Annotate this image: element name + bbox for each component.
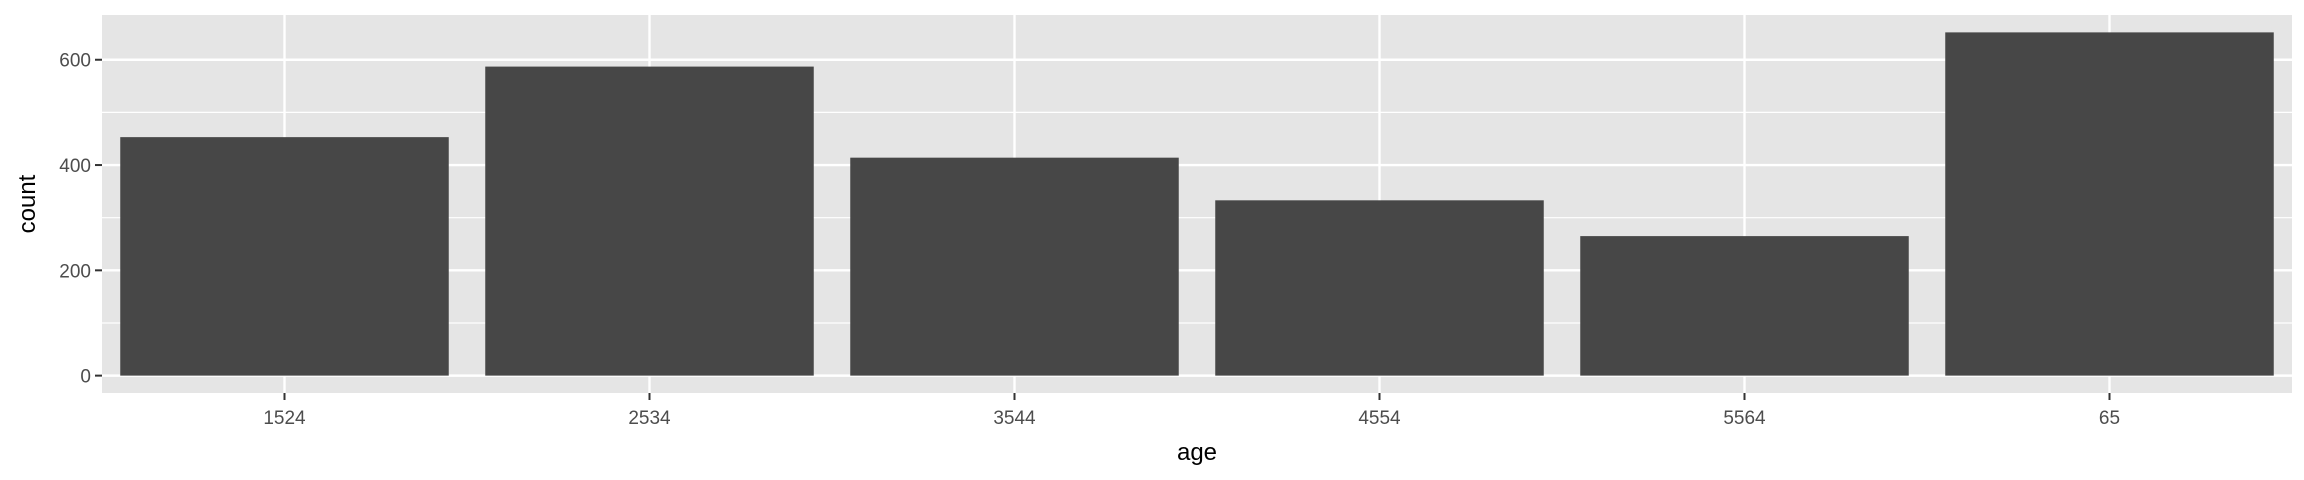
- x-tick-label: 4554: [1358, 408, 1401, 429]
- y-axis: 0 200 400 600: [59, 51, 102, 388]
- bar-5564: [1580, 236, 1909, 376]
- plot-panel: [102, 15, 2292, 393]
- bar-2534: [485, 66, 814, 376]
- x-axis: 1524 2534 3544 4554 5564 65: [263, 393, 2120, 429]
- x-tick-label: 2534: [628, 408, 671, 429]
- y-axis-title: count: [14, 174, 41, 233]
- x-tick-label: 5564: [1723, 408, 1766, 429]
- bar-1524: [120, 137, 449, 376]
- bar-3544: [850, 157, 1179, 376]
- y-tick-label: 200: [59, 261, 91, 282]
- x-tick-label: 1524: [263, 408, 306, 429]
- y-tick-label: 400: [59, 156, 91, 177]
- bar-4554: [1215, 200, 1544, 376]
- bar-65: [1945, 32, 2274, 376]
- grid-minor: [102, 111, 2292, 324]
- x-tick-label: 65: [2099, 408, 2120, 429]
- y-tick-label: 600: [59, 51, 91, 72]
- x-tick-label: 3544: [993, 408, 1036, 429]
- x-axis-title: age: [1177, 439, 1217, 466]
- y-tick-label: 0: [80, 367, 91, 388]
- bars: [120, 32, 2274, 376]
